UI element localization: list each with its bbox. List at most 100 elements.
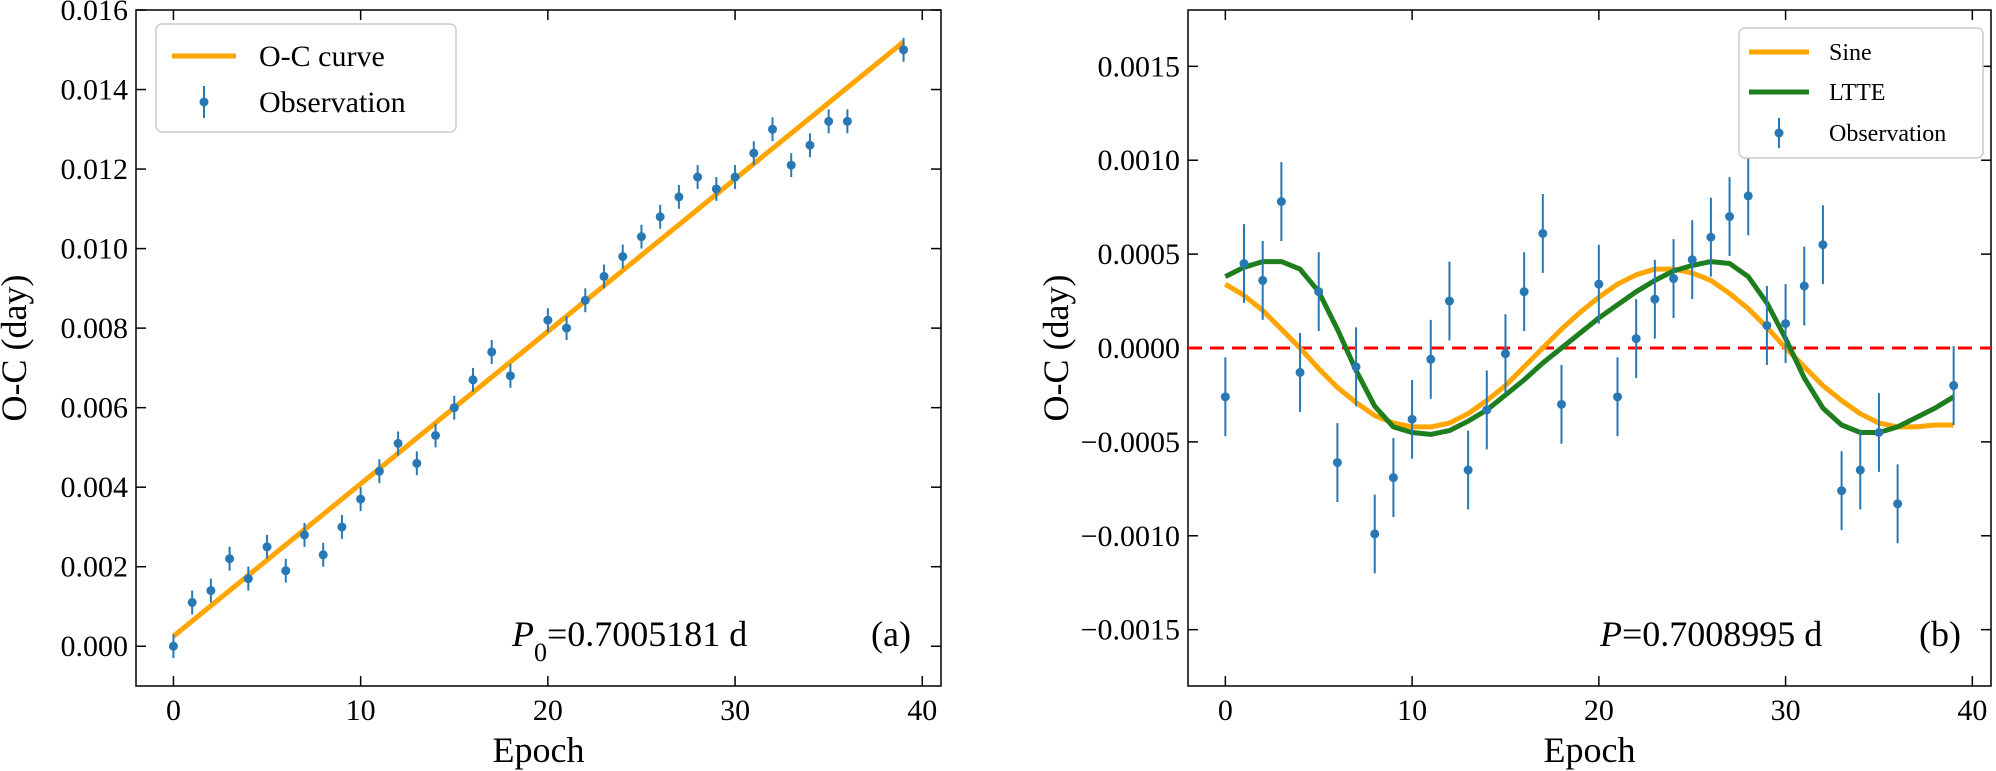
y-tick-label: −0.0010 <box>1081 520 1180 553</box>
legend-label-ltte: LTTE <box>1829 80 1885 106</box>
observation-point <box>1650 294 1660 304</box>
y-tick-label: 0.006 <box>61 392 129 425</box>
x-tick-label: 30 <box>1771 694 1801 727</box>
observation-point <box>1799 281 1809 291</box>
observation-point <box>1220 392 1230 402</box>
observation-point <box>1332 458 1342 468</box>
observation-point <box>1295 367 1305 377</box>
observation-point <box>1893 499 1903 509</box>
observation-point <box>711 184 721 194</box>
legend-label-observation: Observation <box>1829 121 1946 147</box>
observation-point <box>693 172 703 182</box>
y-tick-label: −0.0015 <box>1081 614 1180 647</box>
observation-point <box>1781 319 1791 329</box>
x-tick-label: 0 <box>166 694 181 727</box>
observation-point <box>299 530 309 540</box>
observation-point <box>1463 465 1473 475</box>
observation-point <box>1258 275 1268 285</box>
legend-label-sine: Sine <box>1829 40 1872 66</box>
observation-point <box>899 45 909 55</box>
observation-point <box>318 550 328 560</box>
period-annotation: P=0.7008995 d <box>1599 614 1822 654</box>
y-tick-label: 0.016 <box>61 0 129 27</box>
legend-label-observation: Observation <box>259 86 406 119</box>
observation-point <box>1687 255 1697 265</box>
plot-frame <box>135 9 942 687</box>
plot-area <box>168 37 909 659</box>
observation-point <box>674 192 684 202</box>
observation-point <box>580 295 590 305</box>
observation-point <box>618 252 628 262</box>
observation-point <box>243 574 253 584</box>
x-tick-label: 20 <box>1584 694 1614 727</box>
observation-point <box>1388 473 1398 483</box>
observation-point <box>1818 240 1828 250</box>
period-subscript: 0 <box>534 638 547 667</box>
x-axis-label: Epoch <box>1544 730 1636 770</box>
period-annotation: P0=0.7005181 d <box>511 614 747 667</box>
observation-point <box>1239 259 1249 268</box>
y-tick-label: 0.004 <box>61 471 129 504</box>
observation-point <box>805 140 815 150</box>
panel-b-oc-residuals: 0 10 20 30 40 −0.0015 −0.0010 −0.0005 0.0000 0.00… <box>1036 9 1992 770</box>
y-tick-label: 0.002 <box>61 551 129 584</box>
observation-point <box>1500 349 1510 359</box>
observation-point <box>1631 334 1641 344</box>
observation-point <box>487 347 497 357</box>
observation-point <box>730 172 740 182</box>
period-value: =0.7008995 d <box>1622 614 1822 654</box>
observation-point <box>842 116 852 126</box>
y-tick-label: 0.000 <box>61 630 129 663</box>
observation-point <box>1725 212 1735 222</box>
series-sine-line <box>1224 266 1954 430</box>
x-tick-label: 10 <box>1397 694 1427 727</box>
observation-point <box>1519 287 1529 297</box>
observation-point <box>187 597 197 607</box>
y-tick-label: 0.010 <box>61 233 129 266</box>
observation-point <box>1370 529 1380 539</box>
observation-point <box>824 116 834 126</box>
panel-label: (b) <box>1919 614 1961 654</box>
observation-point <box>1669 274 1679 284</box>
observation-point <box>1874 428 1884 437</box>
observation-point <box>356 494 366 504</box>
observation-point <box>262 542 272 552</box>
period-symbol: P <box>511 614 534 654</box>
series-o-c-curve-line <box>171 39 906 639</box>
observation-point <box>1949 381 1959 391</box>
period-value: =0.7005181 d <box>547 614 747 654</box>
observation-point <box>1594 279 1604 289</box>
x-tick-label: 10 <box>346 694 376 727</box>
legend-box <box>155 23 457 133</box>
legend-label-oc-curve: O-C curve <box>259 40 385 73</box>
period-symbol: P <box>1599 614 1622 654</box>
observation-point <box>431 430 441 440</box>
observation-point <box>168 641 178 651</box>
x-axis-label: Epoch <box>493 730 585 770</box>
observation-point <box>1482 405 1492 415</box>
observation-point <box>1762 320 1772 330</box>
observation-point <box>1706 232 1716 242</box>
observation-point <box>225 554 235 564</box>
observation-point <box>1444 296 1454 306</box>
observation-point <box>1351 362 1361 372</box>
observation-point <box>636 232 646 242</box>
x-tick-label: 40 <box>907 694 937 727</box>
observation-point <box>1743 191 1753 201</box>
x-tick-label: 30 <box>720 694 750 727</box>
observation-point <box>543 315 553 325</box>
y-tick-label: 0.0010 <box>1098 144 1181 177</box>
observation-point <box>786 160 796 170</box>
observation-point <box>749 148 759 158</box>
y-axis-label: O-C (day) <box>0 275 34 422</box>
observation-point <box>281 566 291 576</box>
y-tick-label: 0.0000 <box>1098 332 1181 365</box>
observation-point <box>393 438 403 448</box>
observation-point <box>374 466 384 476</box>
observation-point <box>1613 392 1623 402</box>
observation-point <box>1276 197 1286 207</box>
y-tick-label: 0.014 <box>61 74 129 107</box>
legend-swatch-observation-point <box>199 97 209 107</box>
observation-point <box>1556 399 1566 409</box>
